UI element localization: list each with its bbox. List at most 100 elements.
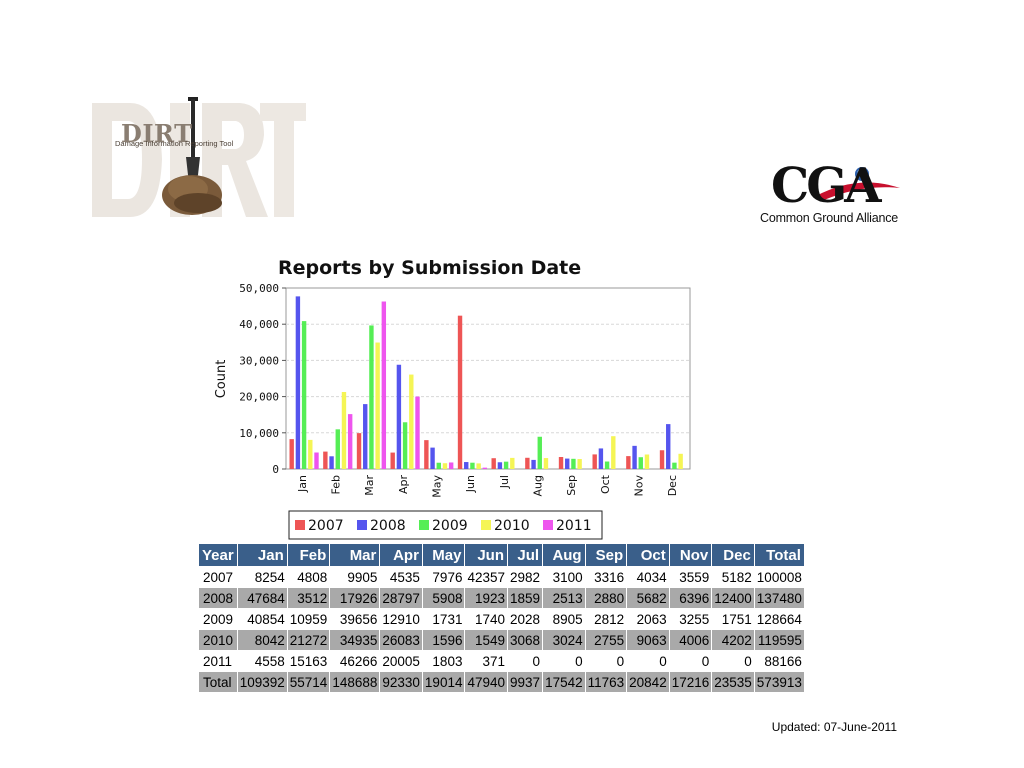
legend-swatch-2009 — [419, 520, 429, 530]
table-cell: 20005 — [379, 650, 423, 672]
table-cell: 5908 — [421, 587, 466, 609]
table-cell: 34935 — [329, 629, 381, 651]
legend-label-2011: 2011 — [556, 518, 592, 534]
cga-logo-word: CGA — [771, 158, 881, 214]
bar-2009-dec — [672, 462, 677, 469]
table-cell: 42357 — [464, 566, 509, 588]
cga-logo-tagline: Common Ground Alliance — [760, 211, 899, 225]
y-tick-label: 30,000 — [239, 354, 279, 367]
table-cell: Total — [198, 671, 238, 693]
bar-2008-apr — [396, 364, 402, 469]
table-cell: 4558 — [236, 650, 288, 672]
x-tick-label-nov: Nov — [633, 475, 646, 497]
table-cell: 3559 — [668, 566, 713, 588]
table-cell: 3255 — [668, 608, 713, 630]
table-body: 2007 8254 4808 9905 4535 7976 42357 2982 3100 331… — [198, 566, 805, 693]
y-tick-label: 10,000 — [239, 427, 279, 440]
bar-2007-aug — [525, 457, 530, 469]
legend-label-2009: 2009 — [432, 518, 468, 534]
table-header-nov: Nov — [668, 543, 713, 567]
table-cell: 109392 — [236, 671, 288, 693]
table-cell: 28797 — [379, 587, 423, 609]
table-cell: 17542 — [542, 671, 586, 693]
x-tick-label-jun: Jun — [464, 475, 477, 493]
bar-2008-jan — [295, 296, 301, 469]
bar-2010-may — [442, 463, 448, 469]
bar-2008-jun — [464, 462, 469, 469]
bar-2009-oct — [604, 461, 610, 469]
table-cell: 1859 — [507, 587, 544, 609]
table-cell: 148688 — [329, 671, 381, 693]
table-cell: 23535 — [711, 671, 755, 693]
bar-2010-jan — [308, 439, 313, 469]
table-cell: 100008 — [753, 566, 805, 588]
table-cell: 1803 — [421, 650, 466, 672]
bar-2008-may — [430, 447, 435, 469]
y-axis-label: Count — [214, 360, 229, 399]
table-cell: 2009 — [198, 608, 238, 630]
table-cell: 8254 — [236, 566, 288, 588]
table-cell: 15163 — [286, 650, 331, 672]
bar-2009-may — [436, 462, 441, 469]
table-header-year: Year — [198, 543, 238, 567]
bar-2010-dec — [678, 453, 683, 469]
table-cell: 371 — [464, 650, 509, 672]
bar-2010-oct — [611, 436, 616, 469]
bar-2011-jan — [314, 452, 319, 469]
legend-label-2008: 2008 — [370, 518, 406, 534]
bars — [289, 296, 683, 469]
table-cell: 1549 — [464, 629, 509, 651]
table-cell: 17926 — [329, 587, 381, 609]
table-cell: 46266 — [329, 650, 381, 672]
table-row: Total 109392 55714 148688 92330 19014 47940 993… — [198, 671, 805, 693]
cga-swoosh-graphic — [816, 167, 900, 200]
bar-2009-mar — [369, 325, 374, 469]
table-cell: 2513 — [542, 587, 586, 609]
y-axis-ticks: 0 10,000 20,000 30,000 40,000 50,000 — [239, 282, 286, 476]
table-cell: 0 — [584, 650, 628, 672]
table-cell: 119595 — [753, 629, 805, 651]
bar-2007-feb — [323, 451, 328, 469]
table-row: 2008 47684 3512 17926 28797 5908 1923 1859 2513 2… — [198, 587, 805, 609]
bar-2008-aug — [531, 459, 536, 469]
bar-2010-sep — [577, 459, 582, 469]
x-tick-label-may: May — [431, 475, 444, 498]
bar-2010-jun — [476, 463, 481, 469]
x-tick-label-jan: Jan — [296, 475, 309, 493]
table-cell: 39656 — [329, 608, 381, 630]
bar-2007-jul — [491, 458, 496, 469]
legend-swatch-2007 — [295, 520, 305, 530]
table-header-jul: Jul — [507, 543, 544, 567]
table-cell: 2982 — [507, 566, 544, 588]
table-cell: 9063 — [626, 629, 670, 651]
table-cell: 0 — [507, 650, 544, 672]
x-tick-label-apr: Apr — [397, 475, 410, 495]
bar-2007-sep — [558, 457, 564, 469]
bar-2008-oct — [598, 448, 604, 469]
bar-2007-jan — [289, 439, 294, 469]
table-row: 2011 4558 15163 46266 20005 1803 371 0 0 0 0 0 0 8816… — [198, 650, 805, 672]
bar-2011-jun — [482, 467, 488, 469]
table-header-jun: Jun — [464, 543, 509, 567]
table-header-apr: Apr — [379, 543, 423, 567]
table-cell: 3100 — [542, 566, 586, 588]
bar-2007-nov — [626, 456, 631, 469]
table-cell: 4006 — [668, 629, 713, 651]
table-cell: 9905 — [329, 566, 381, 588]
bar-2007-dec — [659, 450, 665, 469]
table-cell: 4034 — [626, 566, 670, 588]
dirt-logo-tagline: Damage Information Reporting Tool — [115, 139, 234, 148]
bar-2009-jan — [301, 321, 307, 469]
bar-2007-may — [424, 440, 429, 469]
x-tick-label-feb: Feb — [330, 475, 343, 494]
legend-swatch-2008 — [357, 520, 367, 530]
table-cell: 55714 — [286, 671, 331, 693]
bar-2008-feb — [329, 456, 334, 469]
bar-2011-mar — [381, 301, 387, 469]
table-cell: 88166 — [753, 650, 805, 672]
table-cell: 20842 — [626, 671, 670, 693]
cga-logo — [758, 160, 908, 228]
y-tick-label: 50,000 — [239, 282, 279, 295]
table-cell: 128664 — [753, 608, 805, 630]
table-cell: 1740 — [464, 608, 509, 630]
